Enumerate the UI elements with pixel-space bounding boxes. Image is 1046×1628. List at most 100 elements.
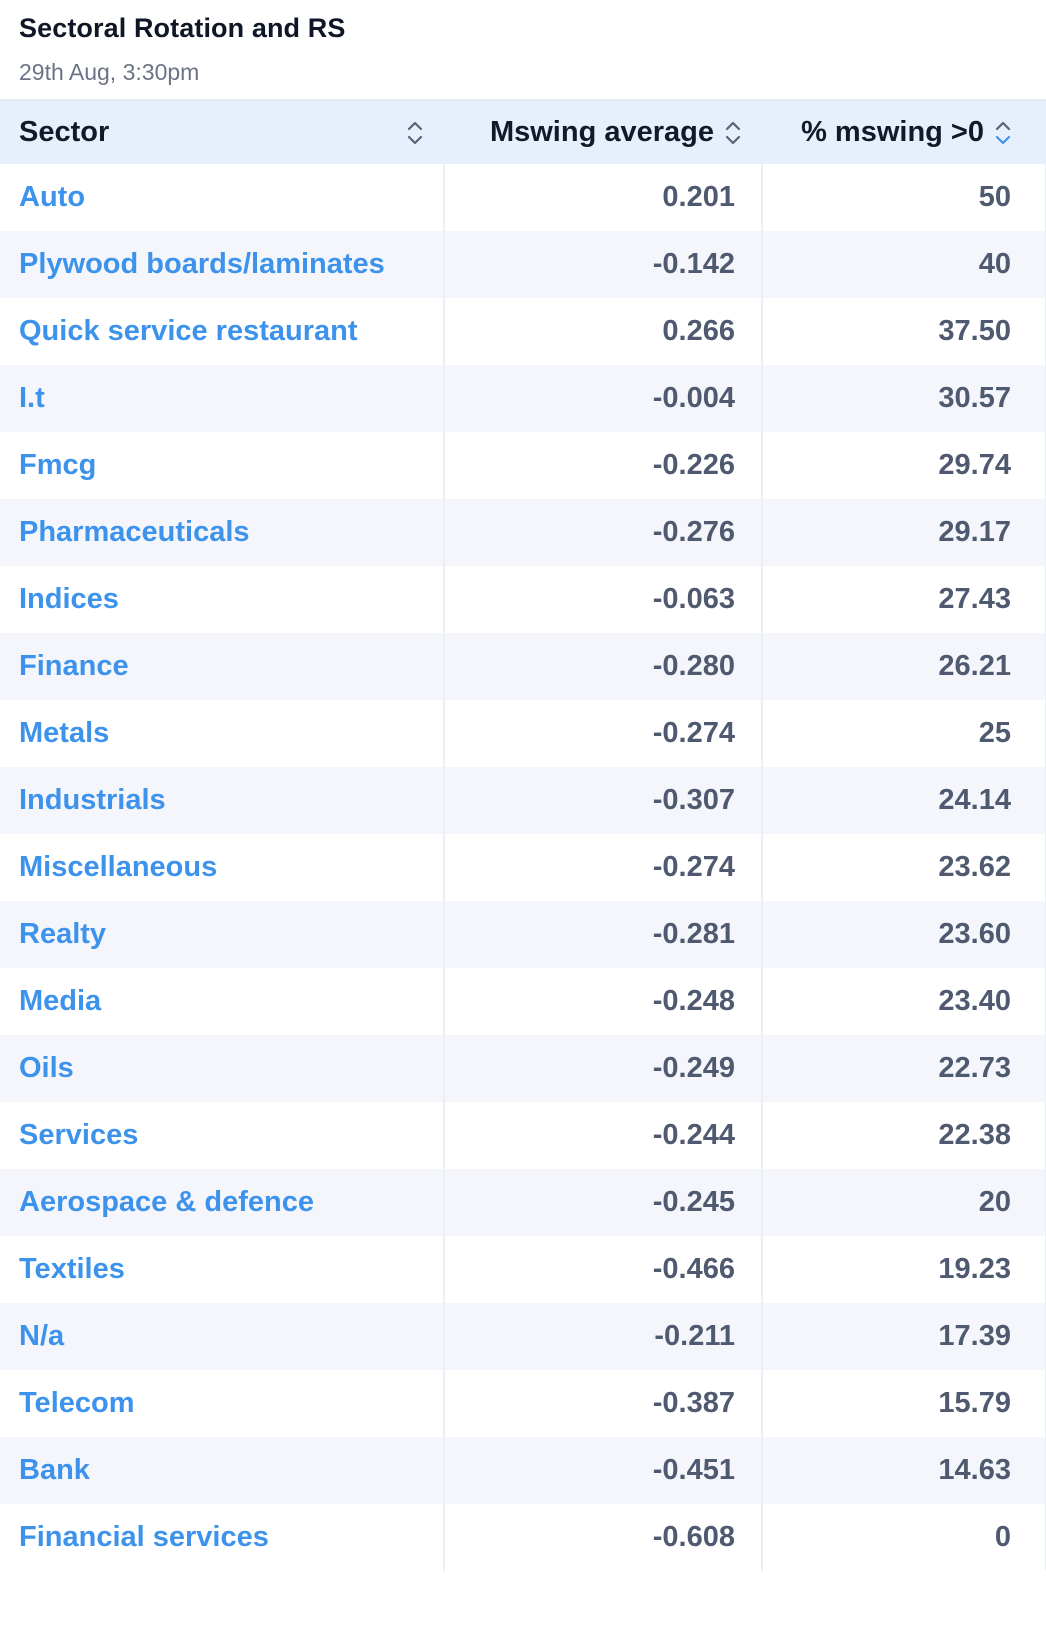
mswing-average-cell: -0.466 xyxy=(444,1236,763,1303)
table-row[interactable]: Media -0.248 23.40 xyxy=(0,968,1046,1035)
sort-icon[interactable] xyxy=(994,117,1012,149)
mswing-average-cell: -0.280 xyxy=(444,633,763,700)
sector-link[interactable]: Aerospace & defence xyxy=(0,1169,445,1236)
table-header-row: Sector Mswing average xyxy=(0,101,1046,164)
pct-mswing-cell: 29.74 xyxy=(762,432,1046,499)
column-header-sector[interactable]: Sector xyxy=(0,101,444,164)
sector-link[interactable]: Auto xyxy=(0,164,445,231)
sector-link[interactable]: N/a xyxy=(0,1303,445,1370)
column-header-label: Sector xyxy=(19,116,110,148)
pct-mswing-cell: 22.38 xyxy=(762,1102,1046,1169)
sector-link[interactable]: Metals xyxy=(0,700,445,767)
table-row[interactable]: I.t -0.004 30.57 xyxy=(0,365,1046,432)
pct-mswing-cell: 20 xyxy=(762,1169,1046,1236)
mswing-average-cell: -0.274 xyxy=(444,834,763,901)
pct-mswing-cell: 23.62 xyxy=(762,834,1046,901)
pct-mswing-cell: 37.50 xyxy=(762,298,1046,365)
pct-mswing-cell: 30.57 xyxy=(762,365,1046,432)
table-row[interactable]: Aerospace & defence -0.245 20 xyxy=(0,1169,1046,1236)
column-header-pct-mswing[interactable]: % mswing >0 xyxy=(762,101,1046,164)
sector-link[interactable]: Textiles xyxy=(0,1236,445,1303)
table-container: Sector Mswing average xyxy=(0,101,1046,1571)
table-row[interactable]: Finance -0.280 26.21 xyxy=(0,633,1046,700)
sector-link[interactable]: Oils xyxy=(0,1035,445,1102)
sort-icon[interactable] xyxy=(406,117,424,149)
pct-mswing-cell: 27.43 xyxy=(762,566,1046,633)
table-body: Auto 0.201 50 Plywood boards/laminates -0.14… xyxy=(0,164,1046,1571)
column-header-mswing-average[interactable]: Mswing average xyxy=(444,101,762,164)
sector-link[interactable]: Fmcg xyxy=(0,432,445,499)
mswing-average-cell: -0.608 xyxy=(444,1504,763,1571)
sector-link[interactable]: Indices xyxy=(0,566,445,633)
mswing-average-cell: 0.201 xyxy=(444,164,763,231)
sector-link[interactable]: Pharmaceuticals xyxy=(0,499,445,566)
table-row[interactable]: Fmcg -0.226 29.74 xyxy=(0,432,1046,499)
mswing-average-cell: -0.211 xyxy=(444,1303,763,1370)
mswing-average-cell: -0.063 xyxy=(444,566,763,633)
table-row[interactable]: Financial services -0.608 0 xyxy=(0,1504,1046,1571)
mswing-average-cell: -0.004 xyxy=(444,365,763,432)
sector-link[interactable]: Miscellaneous xyxy=(0,834,445,901)
table-row[interactable]: Realty -0.281 23.60 xyxy=(0,901,1046,968)
sector-link[interactable]: Telecom xyxy=(0,1370,445,1437)
sector-link[interactable]: Media xyxy=(0,968,445,1035)
pct-mswing-cell: 40 xyxy=(762,231,1046,298)
pct-mswing-cell: 0 xyxy=(762,1504,1046,1571)
widget-title: Sectoral Rotation and RS xyxy=(19,13,346,43)
table-row[interactable]: N/a -0.211 17.39 xyxy=(0,1303,1046,1370)
sector-table: Sector Mswing average xyxy=(0,101,1046,1571)
sector-link[interactable]: Financial services xyxy=(0,1504,445,1571)
mswing-average-cell: -0.274 xyxy=(444,700,763,767)
sort-icon[interactable] xyxy=(724,117,742,149)
sector-link[interactable]: Services xyxy=(0,1102,445,1169)
sectoral-rotation-widget: Sectoral Rotation and RS 29th Aug, 3:30p… xyxy=(0,0,1046,1571)
table-row[interactable]: Plywood boards/laminates -0.142 40 xyxy=(0,231,1046,298)
pct-mswing-cell: 50 xyxy=(762,164,1046,231)
sector-link[interactable]: Plywood boards/laminates xyxy=(0,231,445,298)
table-row[interactable]: Metals -0.274 25 xyxy=(0,700,1046,767)
pct-mswing-cell: 29.17 xyxy=(762,499,1046,566)
table-row[interactable]: Oils -0.249 22.73 xyxy=(0,1035,1046,1102)
table-row[interactable]: Services -0.244 22.38 xyxy=(0,1102,1046,1169)
mswing-average-cell: -0.244 xyxy=(444,1102,763,1169)
pct-mswing-cell: 24.14 xyxy=(762,767,1046,834)
sector-link[interactable]: Finance xyxy=(0,633,445,700)
table-row[interactable]: Indices -0.063 27.43 xyxy=(0,566,1046,633)
sector-link[interactable]: Industrials xyxy=(0,767,445,834)
mswing-average-cell: -0.245 xyxy=(444,1169,763,1236)
sector-link[interactable]: Realty xyxy=(0,901,445,968)
table-row[interactable]: Bank -0.451 14.63 xyxy=(0,1437,1046,1504)
mswing-average-cell: -0.387 xyxy=(444,1370,763,1437)
mswing-average-cell: -0.281 xyxy=(444,901,763,968)
mswing-average-cell: -0.276 xyxy=(444,499,763,566)
mswing-average-cell: -0.249 xyxy=(444,1035,763,1102)
table-row[interactable]: Miscellaneous -0.274 23.62 xyxy=(0,834,1046,901)
widget-header: Sectoral Rotation and RS 29th Aug, 3:30p… xyxy=(0,0,1046,101)
mswing-average-cell: -0.142 xyxy=(444,231,763,298)
mswing-average-cell: -0.226 xyxy=(444,432,763,499)
mswing-average-cell: -0.451 xyxy=(444,1437,763,1504)
sector-link[interactable]: Quick service restaurant xyxy=(0,298,445,365)
pct-mswing-cell: 14.63 xyxy=(762,1437,1046,1504)
table-row[interactable]: Telecom -0.387 15.79 xyxy=(0,1370,1046,1437)
mswing-average-cell: -0.307 xyxy=(444,767,763,834)
table-row[interactable]: Auto 0.201 50 xyxy=(0,164,1046,231)
pct-mswing-cell: 23.40 xyxy=(762,968,1046,1035)
sector-link[interactable]: I.t xyxy=(0,365,445,432)
table-row[interactable]: Industrials -0.307 24.14 xyxy=(0,767,1046,834)
pct-mswing-cell: 22.73 xyxy=(762,1035,1046,1102)
sector-link[interactable]: Bank xyxy=(0,1437,445,1504)
mswing-average-cell: -0.248 xyxy=(444,968,763,1035)
table-row[interactable]: Pharmaceuticals -0.276 29.17 xyxy=(0,499,1046,566)
pct-mswing-cell: 23.60 xyxy=(762,901,1046,968)
table-row[interactable]: Quick service restaurant 0.266 37.50 xyxy=(0,298,1046,365)
pct-mswing-cell: 15.79 xyxy=(762,1370,1046,1437)
pct-mswing-cell: 25 xyxy=(762,700,1046,767)
widget-timestamp: 29th Aug, 3:30pm xyxy=(19,59,200,85)
pct-mswing-cell: 17.39 xyxy=(762,1303,1046,1370)
column-header-label: Mswing average xyxy=(489,116,714,148)
mswing-average-cell: 0.266 xyxy=(444,298,763,365)
pct-mswing-cell: 26.21 xyxy=(762,633,1046,700)
table-row[interactable]: Textiles -0.466 19.23 xyxy=(0,1236,1046,1303)
pct-mswing-cell: 19.23 xyxy=(762,1236,1046,1303)
